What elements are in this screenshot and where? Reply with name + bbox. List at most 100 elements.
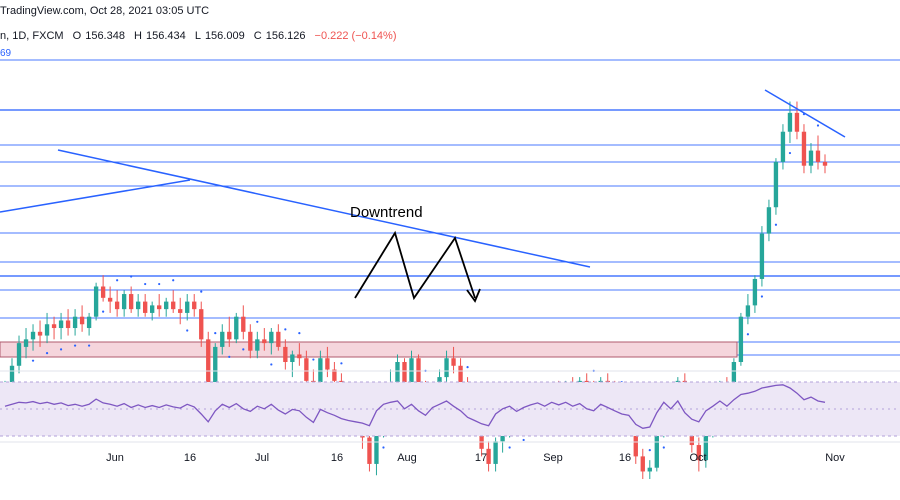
sar-dot — [312, 358, 315, 361]
x-tick-label: Aug — [397, 452, 417, 464]
indicator-legend: 69 — [0, 48, 11, 59]
candle-body — [16, 343, 22, 366]
candle-body — [640, 456, 645, 472]
candle-body — [65, 320, 71, 329]
candle — [86, 312, 92, 336]
candle-body — [696, 445, 702, 461]
x-tick-label: Sep — [543, 452, 563, 464]
candle — [486, 441, 491, 472]
sar-dot — [158, 282, 161, 286]
candle-body — [206, 339, 211, 389]
candle — [787, 101, 793, 144]
candle — [283, 339, 288, 370]
candle-body — [654, 426, 659, 468]
candle — [220, 324, 225, 355]
candle — [780, 124, 786, 170]
candle-body — [255, 339, 260, 351]
sar-dot — [31, 359, 35, 362]
candle — [297, 343, 302, 366]
sar-dot — [298, 332, 301, 335]
candle — [640, 448, 645, 480]
candle — [325, 346, 330, 378]
candle-body — [780, 131, 786, 162]
candle-body — [801, 131, 807, 166]
candle-body — [304, 358, 309, 381]
candle — [248, 324, 253, 359]
candle-body — [374, 429, 379, 464]
candle — [794, 101, 800, 140]
x-tick-label: Nov — [825, 452, 845, 464]
sar-dot — [746, 333, 750, 336]
candle — [164, 297, 169, 317]
sar-dot — [214, 332, 217, 335]
candle — [759, 226, 765, 287]
open-label: O — [72, 30, 82, 42]
trendlines — [0, 89, 846, 268]
candle-body — [745, 305, 751, 317]
x-tick-label: 16 — [618, 452, 632, 464]
candle — [23, 328, 29, 359]
candle-body — [290, 354, 295, 362]
candle — [128, 286, 134, 313]
low-label: L — [194, 30, 201, 42]
sar-dot — [466, 366, 469, 369]
candle — [142, 294, 148, 317]
candle-body — [100, 286, 106, 298]
candle — [178, 297, 183, 325]
candle — [444, 350, 449, 385]
candle-body — [58, 320, 64, 329]
candle — [44, 312, 50, 344]
support-zone — [0, 341, 738, 358]
candle-body — [822, 161, 828, 166]
candle — [255, 331, 260, 359]
sar-dot — [382, 446, 385, 449]
candle — [65, 309, 71, 336]
sar-dot — [256, 320, 259, 323]
sar-dot — [816, 124, 820, 127]
candle-body — [283, 346, 288, 362]
candle-body — [325, 358, 330, 370]
sar-dot — [144, 282, 147, 286]
candle — [171, 290, 176, 313]
candle-body — [647, 467, 652, 472]
candle-body — [44, 324, 50, 336]
uptrend-line — [0, 179, 191, 213]
arrowhead — [466, 288, 481, 303]
chart-source-line: TradingView.com, Oct 28, 2021 03:05 UTC — [0, 5, 209, 17]
candle-body — [241, 316, 246, 332]
candle — [72, 309, 78, 336]
sar-dot — [774, 223, 778, 226]
candle — [808, 143, 814, 174]
candle — [822, 154, 828, 174]
candle-body — [759, 233, 765, 279]
candle — [227, 316, 232, 347]
candle-body — [444, 358, 449, 378]
candle-body — [30, 331, 36, 340]
candle-body — [128, 294, 134, 310]
candle-body — [794, 112, 800, 132]
candle-body — [51, 324, 57, 329]
candle — [107, 286, 113, 313]
sar-dot — [648, 449, 651, 452]
candle-body — [332, 369, 337, 381]
candle — [696, 437, 702, 472]
candle-body — [731, 362, 737, 393]
candle-body — [297, 354, 302, 359]
candle — [745, 294, 751, 325]
sar-dot — [172, 279, 175, 282]
candle-body — [766, 207, 772, 234]
candle-body — [72, 316, 78, 329]
candle — [93, 282, 99, 321]
sar-dot — [242, 348, 245, 351]
candle-body — [79, 316, 85, 325]
sar-dot — [270, 363, 273, 366]
candle-body — [416, 358, 421, 389]
sar-dot — [88, 344, 91, 347]
candle-body — [86, 316, 92, 329]
candle — [185, 294, 190, 321]
candle — [451, 346, 456, 374]
candle-body — [395, 362, 400, 385]
candle — [199, 301, 204, 347]
candle — [58, 312, 64, 340]
